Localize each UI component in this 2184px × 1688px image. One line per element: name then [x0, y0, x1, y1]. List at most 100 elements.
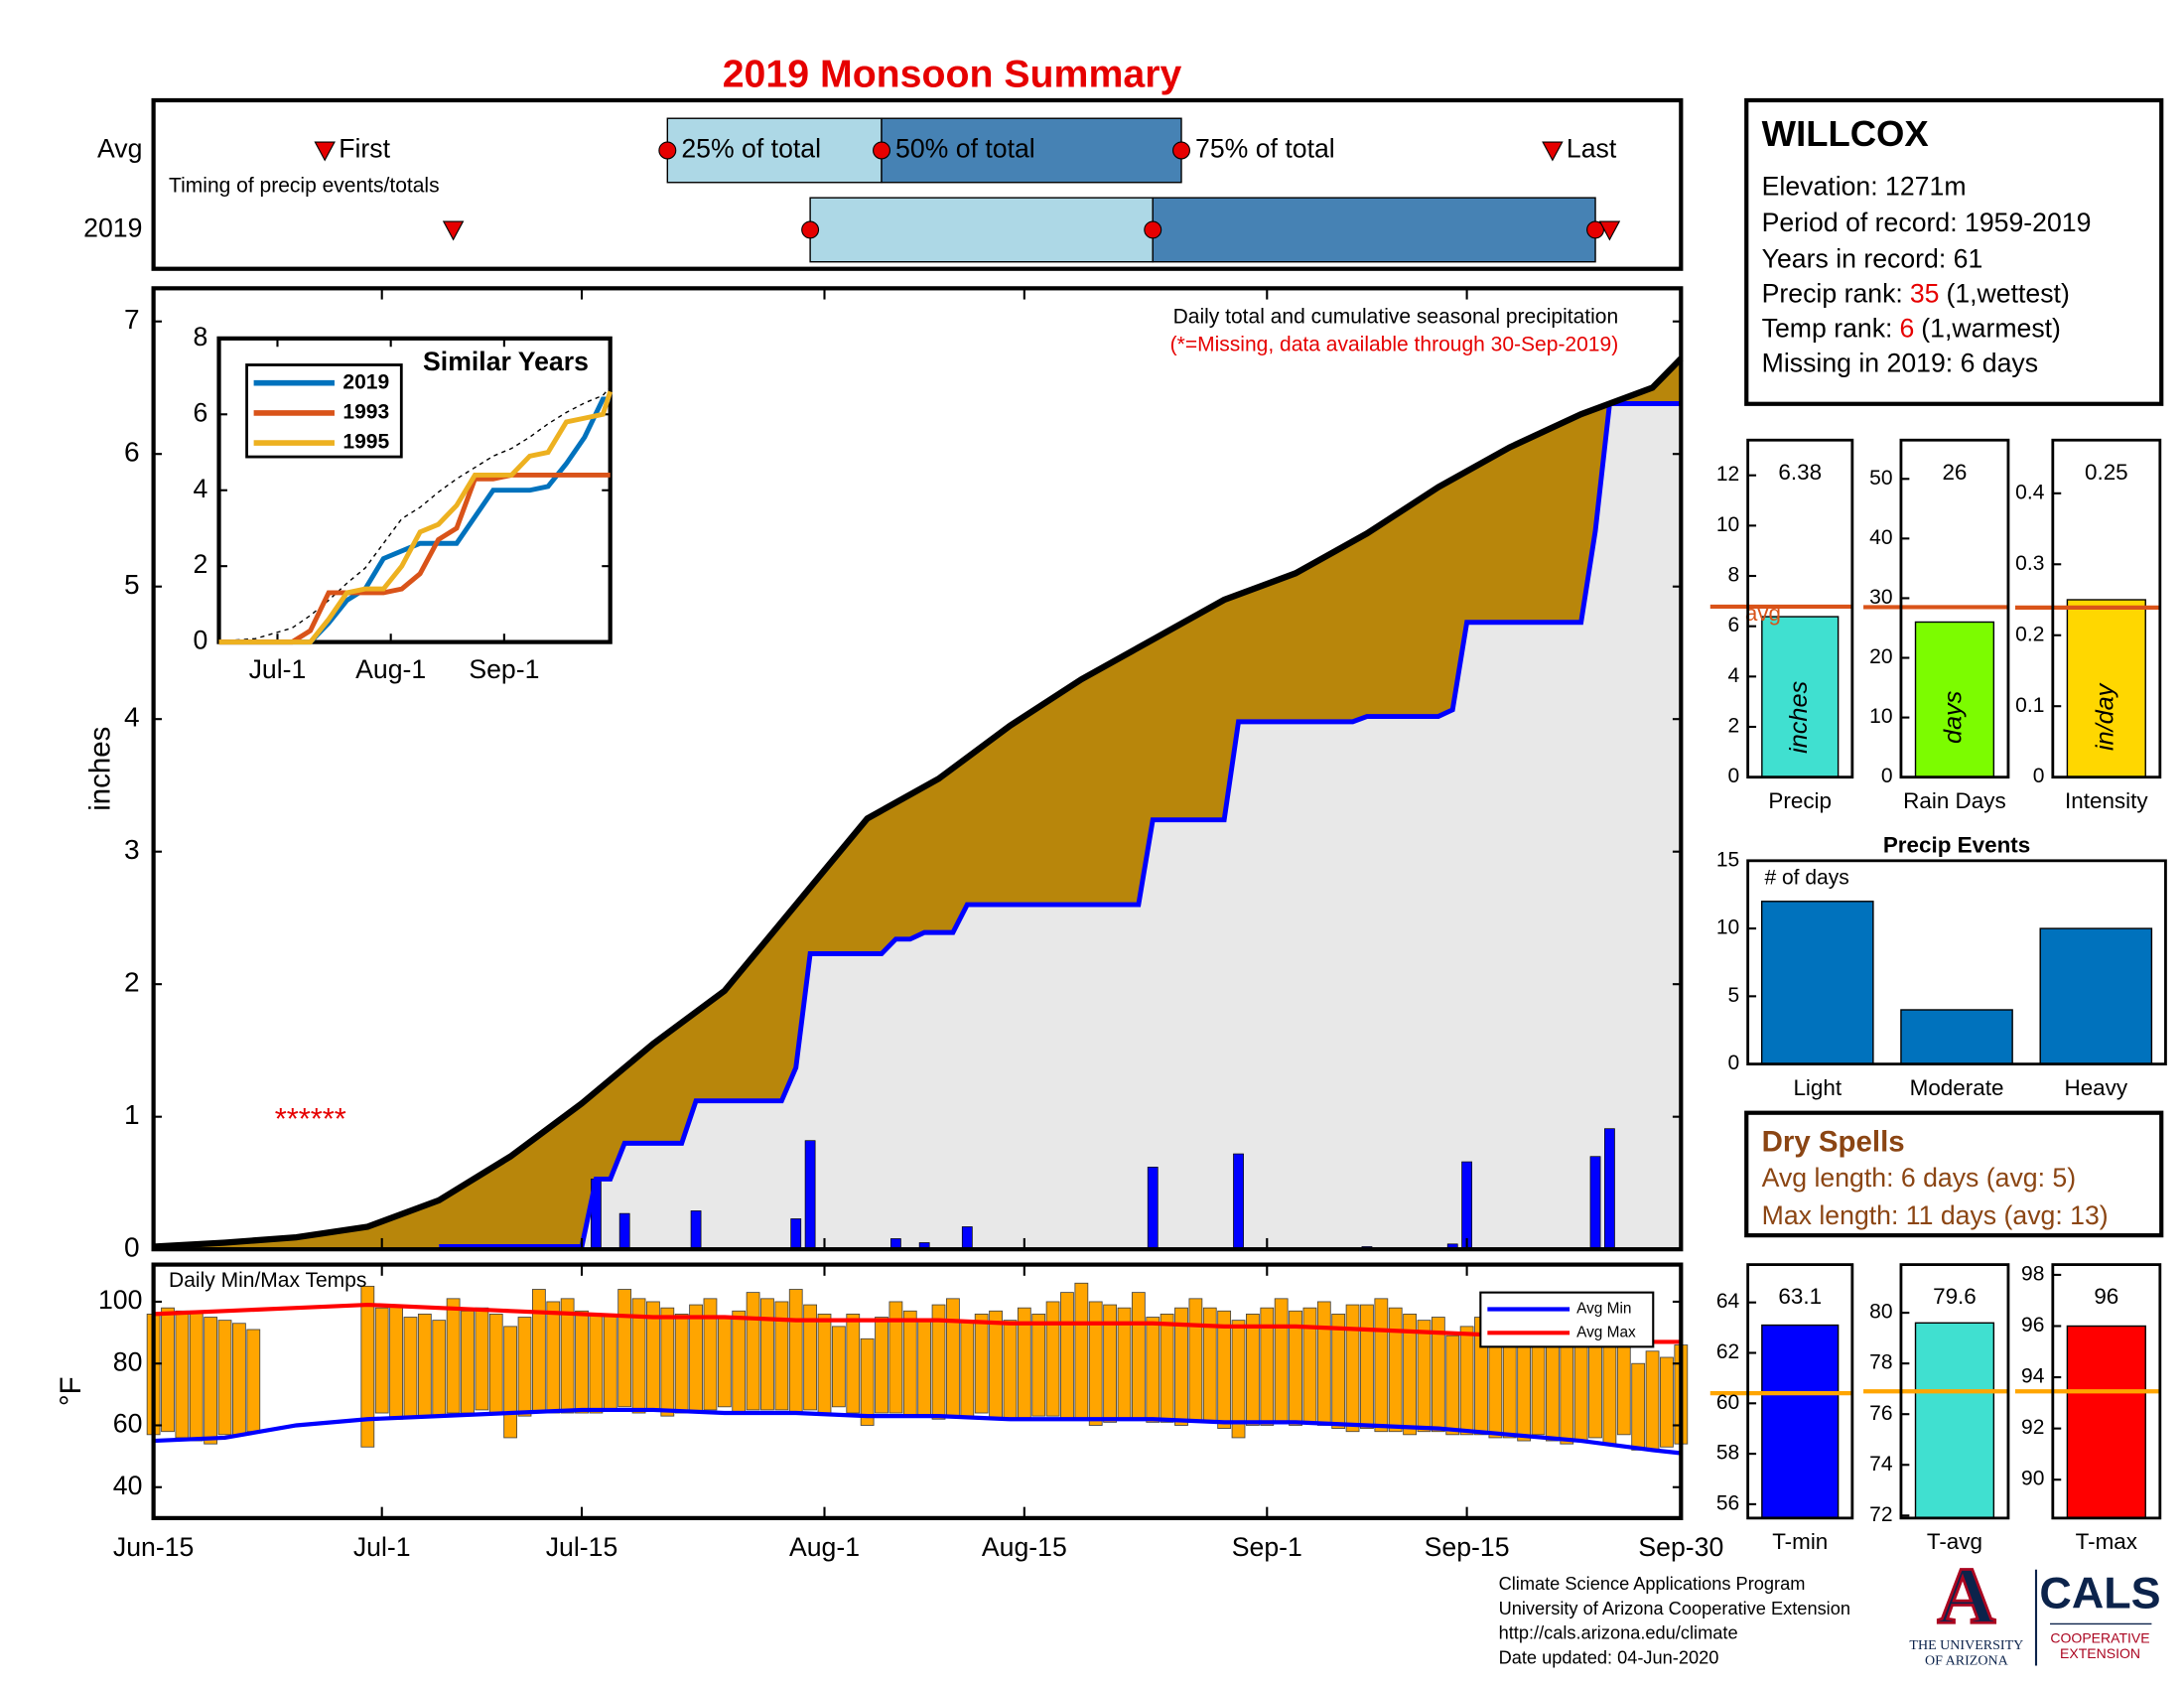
temp-range-bar: [1331, 1313, 1346, 1430]
temp-range-bar: [989, 1310, 1003, 1420]
bar: [1900, 1009, 2013, 1065]
temp-range-bar: [1060, 1292, 1074, 1420]
rank-line: Precip rank: 35 (1,wettest): [1762, 278, 2070, 308]
temp-range-bar: [1031, 1313, 1046, 1417]
station-name: WILLCOX: [1762, 113, 1929, 154]
temp-range-bar: [1388, 1307, 1403, 1433]
panel-title: Precip Events: [1883, 833, 2030, 858]
y-tick-label: 58: [1716, 1442, 1739, 1465]
temp-range-bar: [746, 1292, 760, 1411]
footer-line: University of Arizona Cooperative Extens…: [1499, 1598, 1850, 1618]
logo-letter: A: [1937, 1552, 1995, 1641]
category-label: Moderate: [1910, 1075, 2004, 1100]
temp-range-bar: [488, 1313, 503, 1414]
temp-range-bar: [617, 1289, 632, 1408]
similar-year-line: [218, 472, 611, 645]
temp-range-bar: [1188, 1298, 1203, 1423]
daily-bar: [1589, 1156, 1601, 1250]
y-tick-label: 90: [2021, 1468, 2044, 1490]
y-tick-label: 72: [1869, 1503, 1892, 1526]
temp-range-bar: [503, 1326, 518, 1439]
temp-range-bar: [1517, 1337, 1532, 1442]
daily-bar: [1147, 1167, 1159, 1250]
temp-range-bar: [204, 1317, 218, 1445]
y-tick-label: 4: [193, 474, 207, 503]
legend-box: [1479, 1291, 1655, 1348]
temp-range-bar: [1316, 1301, 1331, 1426]
y-tick-label: 0.2: [2015, 623, 2044, 645]
y-tick-label: 2: [193, 549, 207, 579]
logo-extension: EXTENSION: [2060, 1645, 2140, 1661]
bar: [2039, 927, 2153, 1065]
temp-range-bar: [1459, 1326, 1474, 1436]
temp-range-bar: [403, 1317, 418, 1417]
temp-range-bar: [175, 1310, 190, 1439]
x-tick-label: Sep-15: [1425, 1532, 1510, 1562]
temp-range-bar: [1260, 1307, 1275, 1426]
y-tick-label: 96: [2021, 1314, 2044, 1336]
panel-frame: [2051, 438, 2162, 779]
event-marker: [442, 220, 465, 241]
temp-range-bar: [760, 1298, 774, 1411]
y-tick-label: 0: [1881, 765, 1893, 787]
legend-label: 1995: [342, 431, 389, 454]
category-label: Precip: [1768, 788, 1832, 813]
station-line: Years in record: 61: [1762, 243, 1983, 273]
temp-range-bar: [1616, 1335, 1631, 1436]
y-tick-label: 1: [124, 1099, 140, 1130]
temp-range-bar: [946, 1298, 960, 1417]
footer-line: http://cals.arizona.edu/climate: [1499, 1622, 1738, 1643]
event-marker: [314, 141, 336, 162]
y-tick-label: 8: [1728, 564, 1740, 587]
y-tick-label: 12: [1716, 463, 1739, 486]
y-tick-label: 10: [1716, 513, 1739, 536]
y-tick-label: 98: [2021, 1262, 2044, 1285]
x-tick-label: Jul-1: [249, 654, 307, 684]
panel-annotation: # of days: [1764, 867, 1848, 890]
y-tick-label: 0.3: [2015, 552, 2044, 575]
category-label: Intensity: [2065, 788, 2148, 813]
y-tick-label: 8: [193, 322, 207, 352]
bar: [1914, 1322, 1995, 1519]
category-label: T-max: [2076, 1529, 2137, 1554]
avg-temp-line: [153, 1302, 1682, 1344]
temp-range-bar: [1246, 1313, 1260, 1426]
timeline-note: Timing of precip events/totals: [169, 175, 440, 198]
bar-unit-label: days: [1940, 690, 1968, 744]
temp-range-bar: [774, 1301, 789, 1411]
temp-range-bar: [1160, 1313, 1174, 1423]
legend-label: 2019: [342, 370, 389, 393]
x-tick-label: Aug-1: [789, 1532, 860, 1562]
temp-range-bar: [189, 1310, 204, 1442]
y-tick-label: 0: [1728, 765, 1740, 787]
quartile-box: [881, 117, 1182, 184]
marker-label: 75% of total: [1195, 134, 1335, 164]
event-marker: [1598, 220, 1621, 241]
y-tick-label: 3: [124, 834, 140, 865]
marker-label: Last: [1567, 134, 1617, 164]
temp-range-bar: [531, 1289, 546, 1414]
rank-note: (1,wettest): [1946, 278, 2069, 308]
y-tick-label: 60: [113, 1409, 143, 1439]
temp-range-bar: [1217, 1310, 1232, 1430]
y-tick-label: 6: [124, 437, 140, 468]
missing-marker: ******: [275, 1101, 346, 1136]
temp-range-bar: [161, 1307, 175, 1433]
temp-range-bar: [389, 1304, 403, 1420]
value-label: 0.25: [2085, 460, 2128, 485]
y-tick-label: 6: [193, 397, 207, 427]
y-tick-label: 74: [1869, 1453, 1893, 1476]
temp-range-bar: [1374, 1298, 1389, 1433]
total-marker: [873, 141, 890, 160]
dry-spells-title: Dry Spells: [1762, 1125, 1905, 1158]
inset-title: Similar Years: [423, 347, 589, 376]
y-tick-label: 30: [1869, 586, 1892, 609]
temp-range-bar: [517, 1317, 532, 1417]
temp-range-bar: [232, 1323, 246, 1436]
daily-bar: [618, 1212, 630, 1250]
temp-range-bar: [1003, 1320, 1018, 1420]
temp-range-bar: [374, 1307, 389, 1414]
temp-range-bar: [546, 1301, 561, 1414]
temp-range-bar: [1631, 1362, 1646, 1451]
